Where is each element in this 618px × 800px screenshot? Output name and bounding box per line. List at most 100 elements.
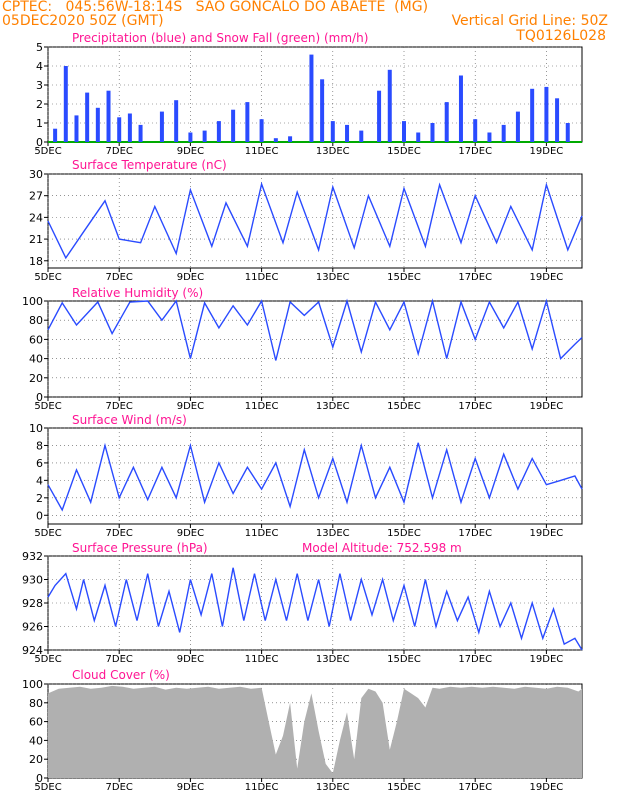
x-tick-label-humidity: 5DEC [34,401,61,412]
y-tick-label-cloud: 60 [29,716,43,729]
x-tick-label-temperature: 9DEC [177,272,204,283]
y-tick-label-precip: 4 [36,60,43,73]
panel-title-humidity: Relative Humidity (%) [72,286,203,300]
humidity-series-line [47,298,583,361]
y-tick-label-temperature: 24 [29,211,43,224]
y-tick-label-temperature: 30 [29,168,43,181]
y-tick-label-humidity: 20 [29,372,43,385]
x-tick-label-pressure: 13DEC [316,654,350,665]
date-header: 05DEC2020 50Z (GMT) [2,13,164,29]
precip-bar [63,66,68,142]
precip-bar [544,86,549,142]
x-tick-label-temperature: 7DEC [106,272,133,283]
precip-bar [458,75,463,142]
precip-bar [117,117,122,142]
precip-bar [127,113,132,142]
x-tick-label-pressure: 7DEC [106,654,133,665]
y-tick-label-temperature: 18 [29,255,43,268]
y-tick-label-cloud: 100 [22,678,43,691]
y-tick-label-pressure: 924 [22,644,43,657]
y-tick-label-wind: 6 [36,457,43,470]
x-tick-label-precip: 15DEC [387,146,421,157]
panel-title-temperature: Surface Temperature (nC) [72,158,227,172]
x-tick-label-wind: 11DEC [245,528,279,539]
x-tick-label-temperature: 17DEC [458,272,492,283]
precip-bar [330,121,335,142]
panel-extra-label-pressure: Model Altitude: 752.598 m [302,541,462,555]
x-tick-label-humidity: 11DEC [245,401,279,412]
precip-bar [430,123,435,142]
precip-bar [188,132,193,142]
precip-bar [473,119,478,142]
grid-note: Vertical Grid Line: 50Z [451,13,608,29]
precip-bar [565,123,570,142]
x-tick-label-wind: 17DEC [458,528,492,539]
x-tick-label-temperature: 11DEC [245,272,279,283]
precip-bar [273,138,278,142]
precip-bar [159,111,164,142]
x-tick-label-wind: 19DEC [530,528,564,539]
x-tick-label-pressure: 17DEC [458,654,492,665]
y-tick-label-precip: 5 [36,41,43,54]
precip-bar [515,111,520,142]
x-tick-label-precip: 11DEC [245,146,279,157]
x-tick-label-precip: 5DEC [34,146,61,157]
x-tick-label-cloud: 15DEC [387,782,421,793]
x-tick-label-pressure: 15DEC [387,654,421,665]
panel-frame-wind [47,427,583,525]
x-tick-label-wind: 9DEC [177,528,204,539]
panel-title-pressure: Surface Pressure (hPa) [72,541,208,555]
x-tick-label-humidity: 13DEC [316,401,350,412]
x-tick-label-wind: 15DEC [387,528,421,539]
y-tick-label-temperature: 27 [29,190,43,203]
y-tick-label-pressure: 932 [22,550,43,563]
y-tick-label-humidity: 60 [29,333,43,346]
x-tick-label-wind: 13DEC [316,528,350,539]
y-tick-label-pressure: 930 [22,574,43,587]
precip-bar [555,98,560,142]
run-code: TQ0126L028 [516,28,606,44]
precip-bar [202,130,207,142]
x-tick-label-precip: 7DEC [106,146,133,157]
precip-bar [320,79,325,142]
precip-bar [387,69,392,142]
y-tick-label-humidity: 40 [29,353,43,366]
y-tick-label-wind: 2 [36,492,43,505]
panel-title-precip: Precipitation (blue) and Snow Fall (gree… [72,31,368,45]
x-tick-label-pressure: 19DEC [530,654,564,665]
y-tick-label-precip: 3 [36,79,43,92]
y-tick-label-precip: 0 [36,136,43,149]
y-tick-label-humidity: 0 [36,391,43,404]
precip-bar [309,54,314,142]
y-tick-label-cloud: 80 [29,697,43,710]
panel-title-wind: Surface Wind (m/s) [72,413,187,427]
y-tick-label-temperature: 21 [29,233,43,246]
y-tick-label-wind: 0 [36,509,43,522]
precip-bar [377,90,382,142]
x-tick-label-temperature: 13DEC [316,272,350,283]
y-tick-label-pressure: 928 [22,597,43,610]
x-tick-label-cloud: 19DEC [530,782,564,793]
precip-bar [501,124,506,142]
x-tick-label-temperature: 5DEC [34,272,61,283]
precip-bar [95,107,100,142]
panel-title-cloud: Cloud Cover (%) [72,668,170,682]
y-tick-label-wind: 10 [29,422,43,435]
x-tick-label-wind: 7DEC [106,528,133,539]
precip-bar [106,90,111,142]
cloud-cover-area [48,685,582,778]
x-tick-label-cloud: 9DEC [177,782,204,793]
x-tick-label-humidity: 17DEC [458,401,492,412]
precip-bar [245,102,250,142]
x-tick-label-pressure: 11DEC [245,654,279,665]
x-tick-label-cloud: 13DEC [316,782,350,793]
x-tick-label-pressure: 9DEC [177,654,204,665]
y-tick-label-precip: 2 [36,98,43,111]
precip-bar [259,119,264,142]
precip-bar [345,124,350,142]
temperature-series-line [47,181,583,260]
panel-frame-temperature [47,173,583,269]
x-tick-label-wind: 5DEC [34,528,61,539]
location-header: CPTEC: 045:56W-18:14S SAO GONCALO DO ABA… [2,0,429,15]
